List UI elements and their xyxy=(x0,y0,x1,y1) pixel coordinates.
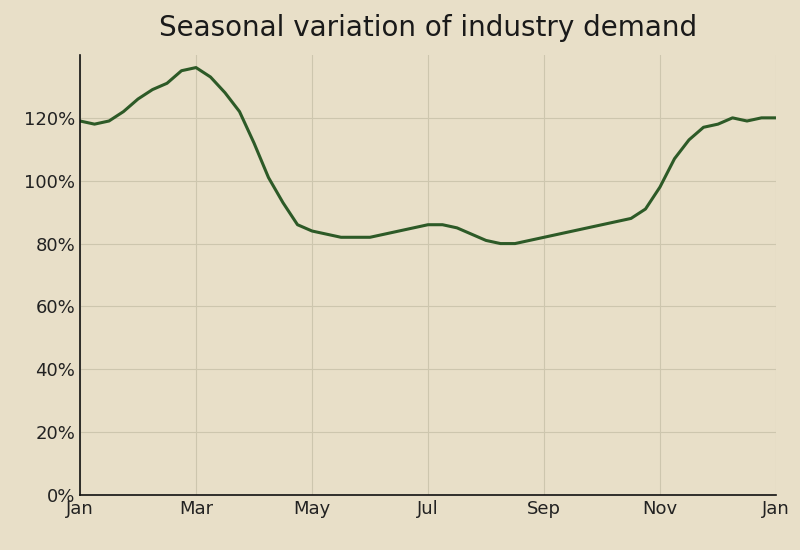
Title: Seasonal variation of industry demand: Seasonal variation of industry demand xyxy=(159,14,697,42)
